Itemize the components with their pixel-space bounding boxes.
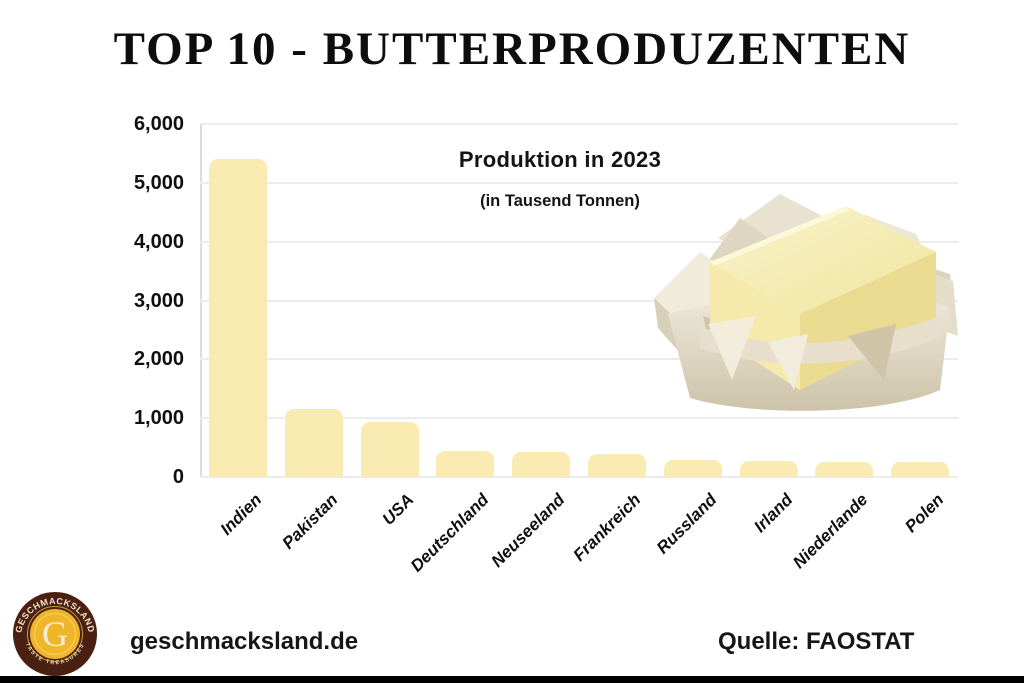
gridline-0: [200, 476, 958, 478]
butter-top-face: [710, 206, 936, 314]
y-axis: 0 1,000 2,000 3,000 4,000 5,000 6,000: [0, 113, 184, 488]
website-url: geschmacksland.de: [130, 628, 359, 655]
chart-heading-block: Produktion in 2023 (in Tausend Tonnen): [410, 147, 710, 211]
x-axis: Indien Pakistan USA Deutschland Neuseeland Fr…: [200, 490, 958, 620]
y-axis-tick-label: 4,000: [133, 230, 184, 253]
source-credit: Quelle: FAOSTAT: [718, 628, 915, 655]
plot-area: [200, 123, 958, 478]
bar-usa: [360, 422, 419, 477]
logo: GESCHMACKSLAND TASTE TREASURES G: [13, 592, 97, 676]
butter-image: [654, 194, 958, 411]
paper-crease: [848, 324, 896, 380]
bar-russland: [663, 460, 722, 477]
gridline-3000: [200, 299, 958, 302]
gridline-5000: [200, 181, 958, 184]
bar-indien: [208, 159, 267, 477]
chart-subtitle: (in Tausend Tonnen): [480, 192, 640, 210]
bar-niederlande: [815, 462, 874, 477]
y-axis-tick-label: 1,000: [133, 407, 184, 430]
gridline-4000: [200, 240, 958, 243]
butter-edge-highlight: [710, 206, 850, 266]
bar-pakistan: [284, 409, 343, 477]
y-axis-tick-label: 2,000: [133, 348, 184, 371]
bar-deutschland: [436, 451, 495, 477]
bar-neuseeland: [512, 452, 571, 477]
logo-center: [30, 609, 80, 659]
page-title: TOP 10 - BUTTERPRODUZENTEN: [113, 23, 911, 75]
y-axis-tick-label: 0: [172, 466, 184, 488]
bottom-accent-bar: [0, 676, 1024, 683]
bar-frankreich: [587, 454, 646, 477]
chart-title: Produktion in 2023: [458, 147, 662, 172]
paper-crease: [768, 334, 808, 390]
gridline-1000: [200, 417, 958, 420]
y-axis-tick-label: 6,000: [133, 113, 184, 135]
gridline-2000: [200, 358, 958, 361]
y-axis-tick-label: 5,000: [133, 171, 184, 194]
bar-irland: [739, 461, 798, 477]
logo-monogram: G: [42, 614, 68, 654]
y-axis-tick-label: 3,000: [133, 289, 184, 312]
bar-polen: [891, 462, 950, 477]
paper-crease: [708, 316, 756, 380]
gridline-6000: [200, 123, 958, 125]
